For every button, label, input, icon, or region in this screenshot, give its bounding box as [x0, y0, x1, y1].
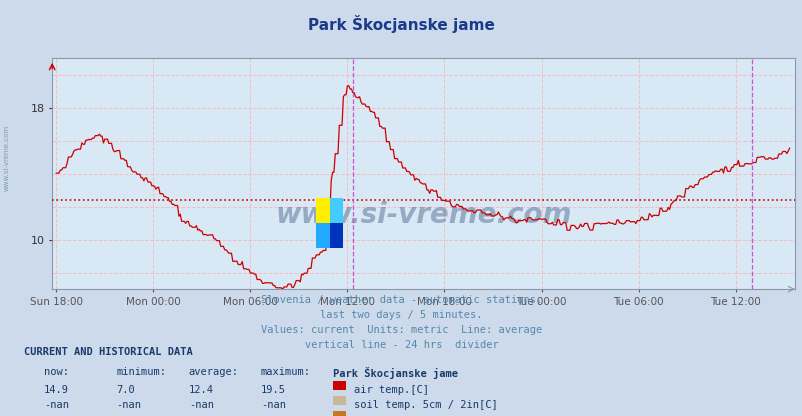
Text: vertical line - 24 hrs  divider: vertical line - 24 hrs divider	[304, 340, 498, 350]
Bar	[316, 198, 330, 223]
Bar	[330, 198, 343, 223]
Text: maximum:: maximum:	[261, 367, 310, 377]
Text: now:: now:	[44, 367, 69, 377]
Text: Values: current  Units: metric  Line: average: Values: current Units: metric Line: aver…	[261, 325, 541, 335]
Text: last two days / 5 minutes.: last two days / 5 minutes.	[320, 310, 482, 320]
Text: 19.5: 19.5	[261, 385, 286, 395]
Text: average:: average:	[188, 367, 238, 377]
Text: -nan: -nan	[44, 400, 69, 410]
Text: 14.9: 14.9	[44, 385, 69, 395]
Text: CURRENT AND HISTORICAL DATA: CURRENT AND HISTORICAL DATA	[24, 347, 192, 357]
Text: air temp.[C]: air temp.[C]	[354, 385, 428, 395]
Text: Slovenia / weather data - automatic stations.: Slovenia / weather data - automatic stat…	[261, 295, 541, 305]
Text: www.si-vreme.com: www.si-vreme.com	[275, 201, 571, 229]
Text: www.si-vreme.com: www.si-vreme.com	[3, 125, 10, 191]
Text: Park Škocjanske jame: Park Škocjanske jame	[333, 367, 458, 379]
Text: minimum:: minimum:	[116, 367, 166, 377]
Text: 12.4: 12.4	[188, 385, 213, 395]
Text: -nan: -nan	[188, 400, 213, 410]
Text: -nan: -nan	[116, 400, 141, 410]
Bar	[330, 223, 343, 248]
Bar	[316, 223, 330, 248]
Text: Park Škocjanske jame: Park Škocjanske jame	[308, 15, 494, 32]
Text: -nan: -nan	[261, 400, 286, 410]
Text: 7.0: 7.0	[116, 385, 135, 395]
Text: soil temp. 5cm / 2in[C]: soil temp. 5cm / 2in[C]	[354, 400, 497, 410]
